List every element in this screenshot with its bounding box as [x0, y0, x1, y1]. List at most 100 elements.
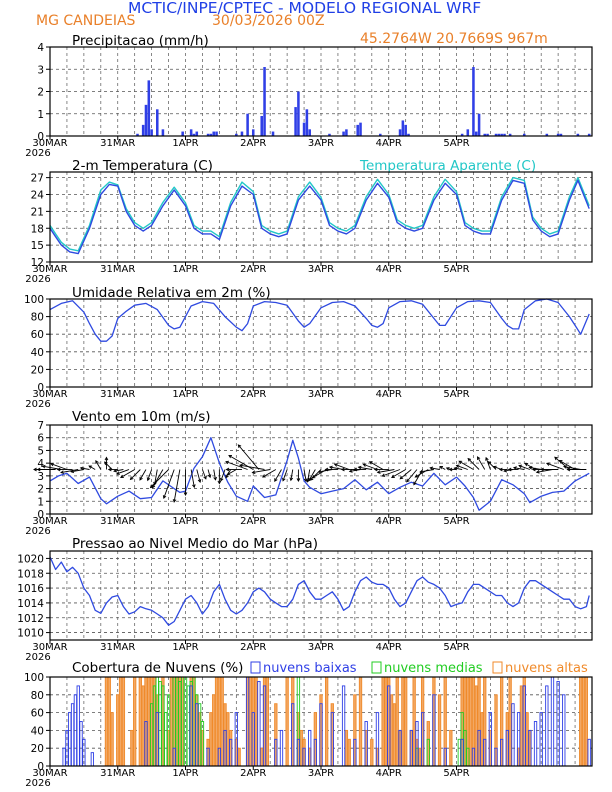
- precip-bar: [328, 133, 331, 136]
- rh-xtick-label: 5APR: [443, 389, 469, 400]
- cloud-high-bar: [370, 738, 374, 767]
- cloud-high-bar: [418, 747, 422, 767]
- precip-grid: [50, 46, 592, 137]
- cloud-high-bar: [220, 676, 224, 767]
- rh-xtick-label: 4APR: [376, 389, 402, 400]
- cloud-low-bar: [587, 738, 591, 767]
- cloud-high-bar: [437, 694, 442, 767]
- temp-xtick-label: 3APR: [308, 264, 334, 275]
- cloud-mid-bar: [158, 681, 162, 767]
- precip-bar: [302, 122, 306, 136]
- rh-line: [49, 298, 590, 342]
- precip-bar: [342, 131, 345, 136]
- wind-vector-head: [317, 469, 322, 474]
- temp-xtick-label: 30MAR: [32, 264, 67, 275]
- slp-xtick-label: 4APR: [376, 642, 402, 653]
- precip-xtick-label: 3APR: [308, 138, 334, 149]
- precip-bar: [398, 129, 402, 136]
- cloud-high-bar: [133, 676, 137, 767]
- precip-bar: [474, 131, 478, 136]
- header-title: MCTIC/INPE/CPTEC - MODELO REGIONAL WRF: [128, 0, 481, 17]
- wind-vector: [334, 463, 350, 470]
- wind-vector: [485, 457, 491, 470]
- precip-bar: [141, 124, 145, 136]
- wind-vector-head: [146, 477, 151, 482]
- wind-vector-head: [207, 474, 212, 479]
- precip-bar: [294, 107, 297, 136]
- wind-vector: [50, 463, 68, 470]
- wind-vector-head: [487, 461, 492, 465]
- precip-bar: [181, 131, 184, 136]
- wind-vector-head: [453, 466, 458, 471]
- wind-vector: [196, 469, 201, 483]
- clouds-ytick-label: 40: [31, 725, 44, 737]
- wind-vector: [213, 469, 216, 480]
- wind-vector-head: [445, 467, 450, 471]
- wind-vector: [454, 467, 463, 470]
- precip-xtick-label: 4APR: [376, 138, 402, 149]
- precip-bar: [500, 133, 503, 136]
- cloud-low-bar: [90, 752, 94, 767]
- cloud-low-bar: [562, 694, 566, 767]
- wind-xtick-label: 3APR: [308, 516, 334, 527]
- wind-vector: [563, 466, 581, 470]
- cloud-high-bar: [412, 676, 416, 767]
- legend-mid-label: nuvens medias: [384, 661, 483, 676]
- temp-year-label: 2026: [25, 274, 50, 285]
- wind-vector-head: [262, 474, 266, 478]
- cloud-high-bar: [260, 747, 264, 767]
- wind-vector-head: [413, 481, 417, 486]
- wind-vector: [226, 469, 237, 476]
- wind-vector-head: [524, 463, 529, 467]
- slp-ytick-label: 1010: [17, 628, 44, 640]
- precip-bar: [192, 133, 196, 136]
- cloud-low-bar: [70, 703, 75, 767]
- wind-vector-head: [414, 474, 419, 478]
- precip-bar: [246, 113, 249, 136]
- precip-bar: [401, 120, 405, 136]
- rh-yaxis: 0 20 40 60 80 100: [24, 294, 50, 394]
- precip-bar: [161, 129, 165, 136]
- wind-vector-head: [512, 466, 517, 470]
- wind-vector-head: [183, 492, 188, 496]
- wind-vector-head: [485, 456, 489, 461]
- precip-bar: [235, 133, 238, 136]
- wind-vector: [307, 469, 311, 482]
- wind-vector-head: [540, 467, 544, 472]
- legend-mid-swatch: [371, 661, 382, 674]
- slp-xtick-label: 31MAR: [100, 642, 135, 653]
- precip-bar: [209, 133, 213, 136]
- wind-xtick-label: 31MAR: [100, 516, 135, 527]
- wind-vector-head: [33, 467, 37, 472]
- wind-vector-head: [518, 464, 523, 469]
- wind-vector: [139, 469, 147, 481]
- legend-low-label: nuvens baixas: [263, 661, 357, 676]
- precip-bar: [263, 67, 266, 136]
- legend-high-swatch: [492, 661, 503, 674]
- wind-vector-head: [56, 467, 61, 472]
- wind-vector-head: [328, 465, 333, 470]
- wind-vector-head: [203, 475, 207, 480]
- wind-vector-head: [455, 464, 460, 468]
- wind-vector: [303, 469, 307, 482]
- precip-bar: [503, 133, 506, 136]
- precip-bar: [240, 131, 244, 136]
- cloud-mid-bar: [164, 712, 168, 767]
- slp-ytick-label: 1020: [17, 553, 44, 565]
- cloud-high-bar: [104, 676, 109, 767]
- wind-vector-head: [36, 467, 41, 472]
- precip-year-label: 2026: [25, 148, 50, 159]
- rh-grid: [50, 298, 592, 388]
- wind-vector: [382, 469, 401, 477]
- wind-xtick-label: 2APR: [240, 516, 266, 527]
- wind-vector: [546, 462, 564, 470]
- panel-clouds: Cobertura de Nuvens (%) nuvens baixas nu…: [24, 660, 593, 789]
- wind-vector-head: [274, 478, 278, 483]
- wind-vector: [163, 469, 175, 499]
- slp-title: Pressao ao Nivel Medio do Mar (hPa): [72, 536, 318, 552]
- wind-ytick-label: 7: [37, 420, 44, 432]
- cloud-low-bar: [68, 712, 72, 767]
- precip-bar: [508, 133, 512, 136]
- wind-vector-head: [545, 462, 550, 466]
